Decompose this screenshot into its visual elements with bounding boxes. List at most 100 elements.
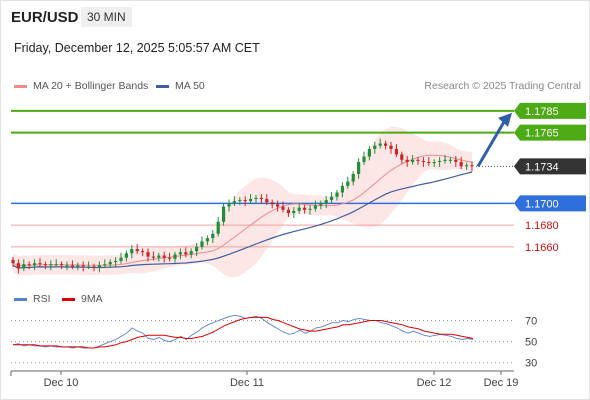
candle: [367, 146, 371, 161]
candle: [416, 157, 420, 165]
candle-body: [195, 246, 199, 252]
candle: [259, 194, 263, 204]
candle: [205, 235, 209, 246]
candle: [70, 260, 74, 270]
timeframe-badge[interactable]: 30 MIN: [81, 7, 132, 27]
legend-9ma-label: 9MA: [81, 293, 103, 305]
level-label: 1.1700: [525, 198, 559, 210]
research-credit: Research © 2025 Trading Central: [424, 80, 581, 92]
time-tick-label: Dec 11: [230, 377, 264, 389]
candle: [60, 261, 64, 270]
candle: [373, 141, 377, 154]
candle: [124, 250, 128, 262]
candle-body: [97, 265, 101, 268]
time-tick-label: Dec 19: [484, 377, 519, 389]
legend-9ma: 9MA: [62, 293, 103, 305]
candle: [211, 229, 215, 244]
candle: [281, 201, 285, 213]
candle-body: [11, 259, 15, 264]
candle: [49, 260, 53, 271]
candle-body: [319, 203, 323, 206]
legend-ma50-swatch: [156, 84, 169, 88]
candle: [184, 247, 188, 258]
candle: [232, 196, 236, 207]
candle: [465, 162, 469, 171]
rsi-ma-line: [13, 316, 474, 349]
candle-body: [443, 159, 447, 161]
candle: [146, 248, 150, 262]
candle-body: [249, 198, 253, 202]
candle-body: [362, 156, 366, 162]
candle: [168, 252, 172, 262]
candle: [265, 194, 269, 205]
candle: [11, 257, 15, 267]
level-tag-bg: [514, 124, 586, 141]
candle: [454, 156, 458, 167]
level-tag-bg: [514, 158, 586, 175]
candle: [378, 138, 382, 149]
candle-body: [276, 204, 280, 207]
candle: [292, 207, 296, 218]
candle: [151, 251, 155, 261]
candle-body: [259, 197, 263, 199]
forecast-arrow-shaft: [476, 121, 506, 168]
candle-body: [389, 145, 393, 149]
candle: [38, 258, 42, 267]
candle-body: [400, 154, 404, 160]
candle-body: [157, 255, 161, 258]
candle: [470, 161, 474, 172]
candle-body: [292, 210, 296, 214]
candle-body: [27, 264, 31, 266]
candle: [216, 216, 220, 237]
candle-body: [54, 264, 58, 266]
candle-body: [470, 165, 474, 167]
legend-ma20: MA 20 + Bollinger Bands: [14, 80, 148, 92]
level-tag-1.1700: 1.1700: [514, 195, 586, 212]
candle: [270, 199, 274, 209]
candle: [162, 251, 166, 263]
candle-body: [81, 265, 85, 267]
candle-body: [265, 198, 269, 203]
candle-body: [454, 159, 458, 162]
candle-body: [254, 197, 258, 199]
candle-body: [330, 196, 334, 201]
candle: [346, 176, 350, 189]
candle-body: [87, 266, 91, 268]
candle: [108, 259, 112, 269]
level-label: 1.1785: [525, 106, 559, 118]
candle-body: [108, 262, 112, 265]
level-label: 1.1680: [525, 220, 559, 232]
level-tag-bg: [514, 102, 586, 119]
candle-body: [33, 263, 37, 266]
legend-ma50: MA 50: [156, 80, 205, 92]
candle: [384, 140, 388, 150]
candle: [92, 263, 96, 272]
candle-body: [367, 148, 371, 157]
candle-body: [297, 207, 301, 211]
candle-body: [378, 143, 382, 146]
candle: [43, 261, 47, 270]
candle: [394, 144, 398, 158]
candle-body: [146, 252, 150, 257]
candle-body: [357, 161, 361, 174]
candle: [16, 259, 20, 274]
rsi-tick-label: 50: [525, 337, 537, 349]
candle-body: [243, 200, 247, 202]
candle-body: [432, 161, 436, 164]
candle-body: [313, 205, 317, 209]
level-label: 1.1765: [525, 128, 559, 140]
candle: [81, 261, 85, 272]
candle-body: [222, 206, 226, 222]
candle: [438, 157, 442, 167]
candle-body: [308, 208, 312, 210]
candle: [340, 182, 344, 198]
candle: [335, 189, 339, 201]
candle-body: [119, 257, 123, 261]
candle-body: [205, 238, 209, 242]
candle: [119, 252, 123, 264]
candle: [319, 200, 323, 210]
level-tag-1.1660: 1.1660: [525, 242, 559, 254]
candle-body: [270, 202, 274, 205]
candle: [157, 252, 161, 262]
candle-body: [324, 200, 328, 204]
